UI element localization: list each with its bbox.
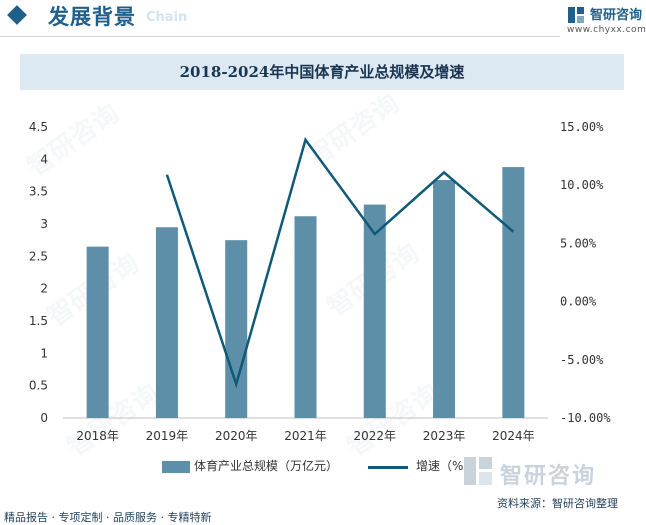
brand-logo-icon bbox=[568, 7, 584, 23]
y-left-tick-label: 4.5 bbox=[29, 120, 48, 134]
chart-title: 2018-2024年中国体育产业总规模及增速 bbox=[179, 63, 465, 81]
y-left-tick-label: 2.5 bbox=[29, 249, 48, 263]
x-tick-label: 2021年 bbox=[284, 429, 327, 443]
brand-url: www.chyxx.com bbox=[567, 25, 646, 35]
x-tick-label: 2022年 bbox=[354, 429, 397, 443]
y-left-tick-label: 1.5 bbox=[29, 314, 48, 328]
y-left-tick-label: 0.5 bbox=[29, 379, 48, 393]
y-left-tick-label: 3 bbox=[40, 217, 48, 231]
bar bbox=[155, 227, 178, 418]
y-right-tick-label: -5.00% bbox=[560, 353, 604, 367]
y-right-tick-label: 5.00% bbox=[560, 236, 597, 250]
bar bbox=[225, 240, 248, 418]
growth-line bbox=[165, 137, 515, 389]
y-right-tick-label: 0.00% bbox=[560, 295, 597, 309]
bar bbox=[294, 216, 317, 418]
y-left-tick-label: 0 bbox=[40, 411, 48, 425]
legend-line-swatch bbox=[368, 466, 408, 469]
y-left-tick-label: 3.5 bbox=[29, 185, 48, 199]
y-left-tick-label: 4 bbox=[40, 152, 48, 166]
chart-title-band: 2018-2024年中国体育产业总规模及增速 bbox=[20, 54, 624, 90]
x-tick-label: 2019年 bbox=[146, 429, 189, 443]
y-right-tick-label: 10.00% bbox=[560, 178, 604, 192]
x-tick-label: 2024年 bbox=[492, 429, 535, 443]
y-right-tick-label: -10.00% bbox=[560, 411, 611, 425]
legend-line-label: 增速（%） bbox=[416, 459, 476, 473]
y-right-tick-label: 15.00% bbox=[560, 120, 604, 134]
bar bbox=[86, 246, 109, 418]
y-left-tick-label: 2 bbox=[40, 282, 48, 296]
legend-bar-swatch bbox=[162, 461, 190, 473]
section-title: 发展背景 bbox=[48, 5, 136, 29]
source-note: 资料来源：智研咨询整理 bbox=[497, 497, 618, 510]
header: 发展背景 Chain 智研咨询 www.chyxx.com bbox=[0, 0, 646, 46]
footer-tagline: 精品报告 · 专项定制 · 品质服务 · 专精特新 bbox=[4, 511, 212, 524]
y-left-tick-label: 1 bbox=[40, 346, 48, 360]
x-tick-label: 2023年 bbox=[423, 429, 466, 443]
footer-watermark-brand: 智研咨询 bbox=[500, 464, 597, 489]
x-tick-label: 2020年 bbox=[215, 429, 258, 443]
bar bbox=[433, 180, 456, 418]
bar bbox=[502, 167, 525, 418]
header-divider bbox=[0, 36, 560, 37]
x-tick-label: 2018年 bbox=[76, 429, 119, 443]
footer-logo-icon bbox=[464, 457, 492, 485]
brand-name: 智研咨询 bbox=[590, 8, 643, 23]
section-subtitle: Chain bbox=[146, 10, 188, 25]
bar bbox=[363, 204, 386, 418]
legend-bar-label: 体育产业总规模（万亿元） bbox=[194, 459, 339, 473]
